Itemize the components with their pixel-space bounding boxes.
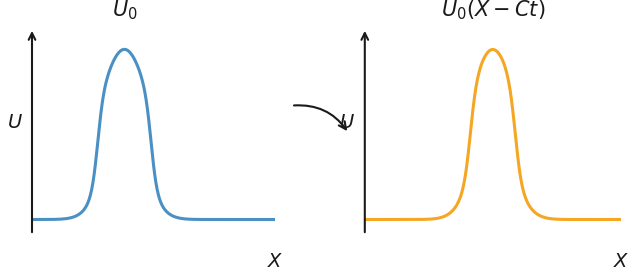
Text: $X$: $X$	[612, 252, 629, 271]
Text: $U_0$: $U_0$	[111, 0, 137, 22]
Text: $X$: $X$	[267, 252, 284, 271]
Text: $U_0(X - Ct)$: $U_0(X - Ct)$	[440, 0, 545, 22]
Text: $U$: $U$	[339, 113, 355, 132]
Text: $U$: $U$	[7, 113, 23, 132]
